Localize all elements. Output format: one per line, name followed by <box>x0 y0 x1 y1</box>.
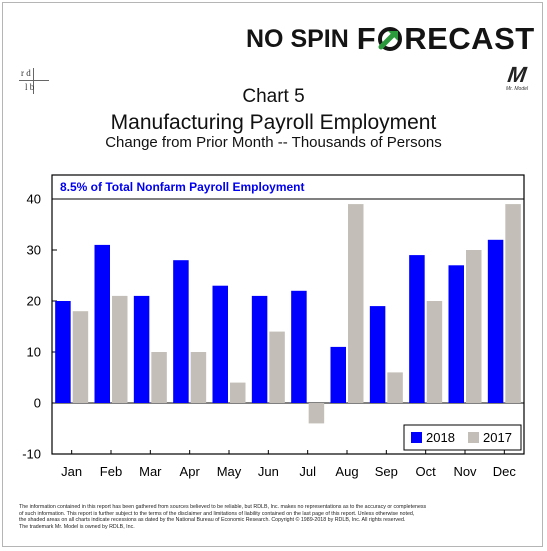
bar-2018-nov <box>448 265 464 403</box>
legend-swatch-2018 <box>411 432 422 443</box>
y-tick-label: -10 <box>22 447 41 462</box>
mr-model-tag: Mr. Model <box>505 86 529 92</box>
legend-label-2018: 2018 <box>426 430 455 445</box>
rdlb-logo-hline <box>19 80 49 81</box>
x-tick-label: May <box>217 464 242 479</box>
y-tick-label: 0 <box>34 396 41 411</box>
x-tick-label: Nov <box>453 464 477 479</box>
x-tick-label: Mar <box>139 464 162 479</box>
chart-subtitle: Change from Prior Month -- Thousands of … <box>105 134 442 151</box>
bar-2017-sep <box>387 372 403 403</box>
bar-2017-apr <box>190 352 207 403</box>
y-tick-label: 30 <box>27 243 41 258</box>
legend-swatch-2017 <box>468 432 479 443</box>
brand-part2: F RECAST <box>357 21 535 57</box>
x-tick-label: Dec <box>493 464 517 479</box>
rdlb-logo-top: r d <box>21 68 31 78</box>
legend-label-2017: 2017 <box>483 430 512 445</box>
bar-2017-aug <box>348 204 364 403</box>
disclaimer-line-1: The information contained in this report… <box>19 504 427 510</box>
bar-2018-apr <box>173 260 189 403</box>
bar-2018-sep <box>369 306 386 403</box>
brand-part2-prefix: F <box>356 21 377 56</box>
bar-2018-jul <box>291 290 307 403</box>
bar-2018-mar <box>133 295 150 403</box>
rdlb-logo: r d l b <box>19 66 49 96</box>
mr-model-logo: M Mr. Model <box>500 62 534 94</box>
chart-legend: 2018 2017 <box>403 424 522 451</box>
x-axis: Jan Feb Mar Apr May Jun Jul Aug Sep Oct Nov Dec <box>61 450 516 479</box>
chart-annotation: 8.5% of Total Nonfarm Payroll Employment <box>60 180 305 194</box>
bar-2018-jun <box>251 295 268 403</box>
x-tick-label: Sep <box>375 464 398 479</box>
disclaimer-footer: The information contained in this report… <box>19 504 534 530</box>
bar-2017-mar <box>151 352 167 403</box>
bar-2017-jul <box>308 403 325 424</box>
bar-2017-jan <box>72 311 89 403</box>
x-tick-label: Feb <box>100 464 122 479</box>
chart-title: Manufacturing Payroll Employment <box>110 111 437 134</box>
x-tick-label: Jun <box>258 464 279 479</box>
bar-2017-nov <box>466 250 482 403</box>
bar-2017-jun <box>269 331 285 403</box>
rdlb-logo-bottom: l b <box>25 82 35 92</box>
y-axis: -10 0 10 20 30 40 <box>22 192 57 462</box>
y-tick-label: 20 <box>27 294 41 309</box>
x-tick-label: Aug <box>335 464 358 479</box>
bar-2018-dec <box>487 239 504 403</box>
plot-area <box>51 174 525 455</box>
legend-box <box>403 424 522 451</box>
bar-2017-dec <box>505 204 521 403</box>
x-tick-label: Jul <box>299 464 316 479</box>
bar-2018-oct <box>409 255 425 403</box>
y-tick-label: 40 <box>27 192 41 207</box>
bar-2017-oct <box>426 301 443 403</box>
bar-series <box>55 204 521 424</box>
disclaimer-line-2: of such information. This report is furt… <box>19 510 415 517</box>
bar-2018-feb <box>94 244 110 403</box>
disclaimer-line-3: the shaded areas on all charts indicate … <box>19 517 406 524</box>
rdlb-logo-vline <box>33 68 34 94</box>
brand-part1: NO SPIN <box>246 24 349 53</box>
x-tick-label: Jan <box>61 464 82 479</box>
disclaimer-line-4: The trademark Mr. Model is owned by RDLB… <box>19 523 135 530</box>
bar-2018-aug <box>330 346 346 403</box>
forecast-o-arrow-icon <box>377 26 403 52</box>
brand-part2-suffix: RECAST <box>404 21 535 56</box>
bar-2017-feb <box>112 295 128 403</box>
x-tick-label: Oct <box>416 464 437 479</box>
bar-2018-may <box>212 285 228 403</box>
y-tick-label: 10 <box>27 345 41 360</box>
bar-2018-jan <box>55 301 71 403</box>
x-tick-label: Apr <box>180 464 201 479</box>
bar-2017-may <box>230 382 246 403</box>
brand-wordmark: NO SPIN F RECAST <box>246 21 535 57</box>
chart-number: Chart 5 <box>242 86 305 107</box>
